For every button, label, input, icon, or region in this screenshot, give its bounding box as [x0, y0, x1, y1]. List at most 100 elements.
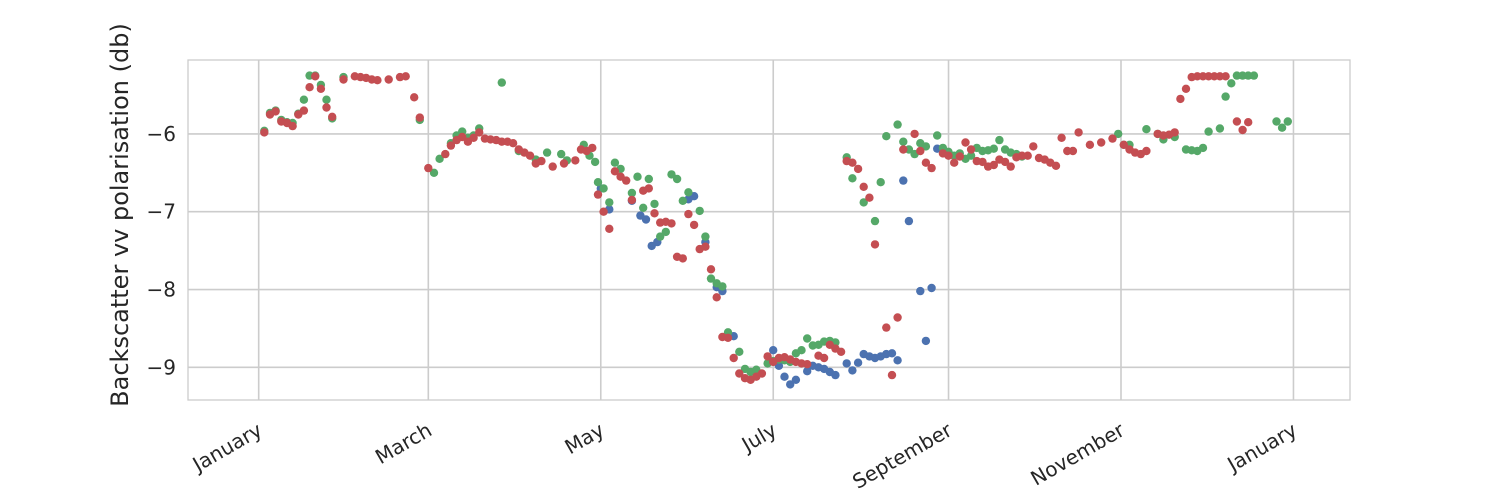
- data-point: [415, 113, 424, 122]
- data-point: [916, 286, 925, 296]
- data-point: [803, 360, 812, 369]
- data-point: [1232, 117, 1242, 126]
- data-point: [803, 334, 812, 343]
- data-point: [684, 209, 693, 219]
- data-point: [882, 323, 891, 332]
- data-point: [1238, 125, 1247, 135]
- data-point: [322, 95, 331, 104]
- x-tick-label: January: [187, 418, 267, 478]
- data-point: [1204, 127, 1213, 136]
- data-point: [927, 163, 936, 173]
- data-point: [610, 158, 620, 167]
- data-point: [701, 242, 710, 251]
- data-point: [593, 178, 603, 187]
- data-point: [641, 215, 651, 224]
- data-point: [786, 380, 795, 389]
- data-point: [446, 141, 456, 150]
- y-tick-label: −8: [147, 278, 176, 302]
- data-point: [599, 207, 608, 216]
- data-point: [853, 164, 863, 174]
- data-point: [605, 198, 614, 207]
- data-point: [921, 336, 931, 346]
- data-point: [384, 75, 393, 84]
- data-point: [899, 145, 908, 154]
- data-point: [1142, 146, 1151, 156]
- data-point: [865, 193, 874, 202]
- x-tick-label: July: [736, 418, 781, 458]
- data-point: [299, 95, 309, 104]
- data-point: [995, 135, 1004, 145]
- series-1: [260, 71, 1293, 377]
- data-point: [401, 72, 410, 81]
- x-tick-label: March: [371, 418, 436, 469]
- data-point: [848, 366, 857, 375]
- data-point: [1198, 143, 1208, 153]
- data-point: [441, 149, 450, 159]
- data-point: [627, 188, 637, 198]
- data-point: [978, 157, 987, 167]
- data-point: [622, 176, 631, 185]
- x-tick-labels: January March May July September November Janu…: [187, 417, 1301, 493]
- data-point: [639, 203, 648, 212]
- x-tick-label: May: [560, 418, 608, 460]
- data-point: [961, 138, 970, 147]
- data-point: [1119, 140, 1129, 149]
- data-point: [712, 293, 721, 302]
- data-point: [831, 370, 840, 380]
- data-point: [497, 78, 506, 87]
- x-tick-label: January: [1222, 418, 1302, 478]
- data-point: [316, 84, 326, 94]
- data-point: [684, 188, 693, 197]
- data-point: [435, 154, 444, 163]
- data-point: [848, 174, 857, 183]
- data-point: [311, 72, 320, 81]
- data-point: [1221, 92, 1230, 101]
- data-point: [1068, 146, 1078, 156]
- data-point: [1215, 124, 1225, 133]
- data-point: [780, 372, 789, 381]
- data-point: [373, 76, 382, 85]
- data-point: [1108, 134, 1117, 143]
- data-point: [853, 358, 863, 367]
- data-point: [870, 240, 880, 249]
- data-point: [955, 152, 964, 161]
- data-point: [557, 149, 566, 159]
- y-tick-labels: −9 −8 −7 −6: [147, 122, 176, 379]
- data-point: [757, 369, 767, 378]
- data-point: [927, 283, 936, 293]
- data-point: [763, 352, 772, 361]
- data-point: [887, 370, 897, 380]
- data-point: [590, 157, 600, 167]
- data-point: [1114, 129, 1123, 139]
- data-point: [791, 375, 801, 384]
- data-point: [1221, 72, 1230, 81]
- data-point: [723, 333, 733, 342]
- data-point: [1277, 123, 1287, 132]
- data-point: [899, 176, 908, 185]
- data-point: [989, 160, 998, 170]
- data-point: [1176, 94, 1185, 104]
- data-point: [508, 139, 518, 148]
- data-point: [887, 349, 897, 358]
- plot-frame: [187, 59, 1351, 401]
- data-point: [803, 367, 812, 376]
- data-point: [735, 369, 744, 378]
- data-point: [921, 142, 931, 151]
- data-point: [525, 151, 535, 160]
- data-point: [593, 190, 603, 199]
- data-point: [633, 172, 642, 181]
- data-point: [260, 128, 269, 137]
- data-point: [882, 132, 891, 141]
- data-point: [729, 353, 738, 363]
- x-tick-label: November: [1026, 417, 1129, 490]
- data-point: [1181, 84, 1191, 94]
- data-point: [893, 313, 902, 322]
- data-point: [1170, 128, 1179, 137]
- data-point: [339, 75, 348, 84]
- data-point: [1227, 79, 1236, 88]
- data-point: [672, 174, 682, 184]
- data-point: [797, 346, 806, 355]
- data-point: [989, 144, 998, 153]
- data-point: [893, 356, 902, 365]
- data-point: [410, 93, 419, 102]
